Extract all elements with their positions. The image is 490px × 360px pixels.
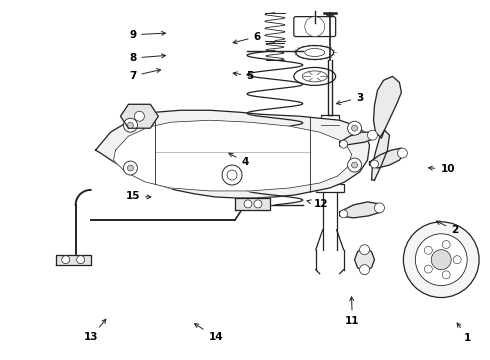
Circle shape — [254, 200, 262, 208]
Circle shape — [222, 165, 242, 185]
Circle shape — [424, 246, 432, 254]
Ellipse shape — [296, 45, 334, 59]
Circle shape — [453, 256, 461, 264]
Circle shape — [123, 161, 137, 175]
Circle shape — [424, 265, 432, 273]
Circle shape — [347, 158, 362, 172]
Text: 15: 15 — [125, 191, 151, 201]
Text: 13: 13 — [84, 319, 106, 342]
Circle shape — [442, 240, 450, 248]
Text: 10: 10 — [428, 164, 455, 174]
Polygon shape — [114, 120, 352, 191]
FancyBboxPatch shape — [316, 184, 343, 192]
Polygon shape — [340, 132, 375, 146]
Circle shape — [123, 118, 137, 132]
Ellipse shape — [294, 67, 336, 85]
FancyBboxPatch shape — [294, 17, 336, 37]
Circle shape — [62, 256, 70, 264]
Circle shape — [127, 122, 133, 128]
Circle shape — [340, 140, 347, 148]
Text: 9: 9 — [129, 30, 166, 40]
Circle shape — [416, 234, 467, 285]
Polygon shape — [121, 104, 158, 128]
Text: 11: 11 — [345, 297, 360, 325]
Polygon shape — [371, 130, 390, 180]
Text: 12: 12 — [307, 199, 328, 210]
Circle shape — [374, 203, 385, 213]
Polygon shape — [235, 198, 270, 210]
Circle shape — [310, 22, 319, 32]
Circle shape — [134, 111, 145, 121]
Circle shape — [368, 130, 377, 140]
Circle shape — [76, 256, 85, 264]
Circle shape — [340, 210, 347, 218]
Circle shape — [431, 250, 451, 270]
Polygon shape — [355, 248, 374, 272]
Polygon shape — [340, 202, 382, 218]
Circle shape — [370, 160, 378, 168]
Text: 7: 7 — [129, 69, 161, 81]
Circle shape — [352, 162, 358, 168]
Circle shape — [352, 125, 358, 131]
Circle shape — [442, 271, 450, 279]
Text: 5: 5 — [233, 71, 253, 81]
Ellipse shape — [302, 71, 327, 82]
Text: 3: 3 — [337, 93, 363, 104]
Polygon shape — [96, 110, 369, 198]
Polygon shape — [373, 76, 401, 138]
Text: 4: 4 — [229, 153, 249, 167]
Circle shape — [244, 200, 252, 208]
Circle shape — [360, 265, 369, 275]
Circle shape — [347, 121, 362, 135]
Text: 8: 8 — [129, 53, 166, 63]
Text: 2: 2 — [437, 221, 459, 235]
Circle shape — [127, 165, 133, 171]
Text: 6: 6 — [233, 32, 261, 44]
Circle shape — [305, 17, 325, 37]
Polygon shape — [369, 148, 405, 168]
Polygon shape — [56, 255, 91, 265]
Text: 14: 14 — [195, 324, 223, 342]
Ellipse shape — [305, 49, 325, 57]
Text: 1: 1 — [457, 323, 471, 343]
Circle shape — [227, 170, 237, 180]
FancyBboxPatch shape — [321, 115, 339, 185]
Circle shape — [403, 222, 479, 298]
Circle shape — [360, 245, 369, 255]
Circle shape — [397, 148, 407, 158]
